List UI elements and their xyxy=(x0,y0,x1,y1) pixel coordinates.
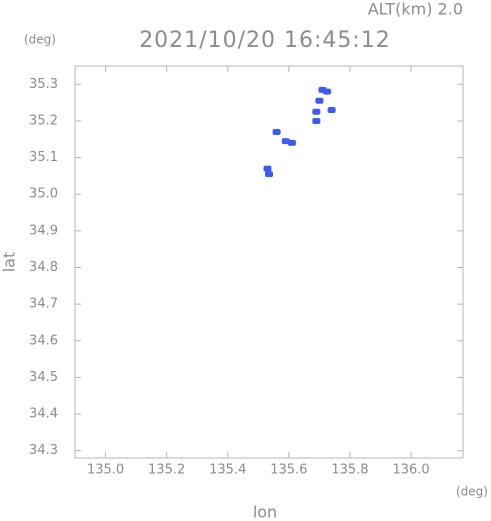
y-tick-label: 34.9 xyxy=(29,223,58,238)
echo-point xyxy=(312,117,321,124)
echo-point xyxy=(323,88,332,95)
x-unit: (deg) xyxy=(456,485,488,499)
y-tick-label: 35.0 xyxy=(29,187,58,202)
x-axis-label: lon xyxy=(253,503,277,521)
y-unit: (deg) xyxy=(24,33,56,47)
y-tick-label: 35.1 xyxy=(29,150,58,165)
x-tick-label: 135.4 xyxy=(209,463,246,478)
plot-frame xyxy=(74,65,464,459)
y-axis-label: lat xyxy=(0,252,19,273)
echo-point xyxy=(281,138,290,145)
altitude-label: ALT(km) 2.0 xyxy=(368,0,463,19)
echo-point xyxy=(265,171,273,178)
y-tick-label: 34.4 xyxy=(29,407,58,422)
x-tick-label: 135.6 xyxy=(270,463,307,478)
y-tick-label: 34.8 xyxy=(29,260,58,275)
echo-point xyxy=(287,139,296,146)
echo-point xyxy=(272,128,281,135)
x-tick-label: 135.2 xyxy=(148,463,185,478)
y-tick-label: 35.3 xyxy=(29,77,58,92)
y-tick-label: 34.5 xyxy=(29,370,58,385)
echo-point xyxy=(263,165,272,172)
echo-point xyxy=(312,108,321,115)
y-tick-label: 34.7 xyxy=(29,297,58,312)
echo-point xyxy=(327,106,336,113)
y-tick-label: 34.3 xyxy=(29,443,58,458)
x-tick-label: 136.0 xyxy=(392,463,429,478)
echo-point xyxy=(315,97,324,104)
x-tick-label: 135.0 xyxy=(87,463,124,478)
y-tick-label: 34.6 xyxy=(29,333,58,348)
chart-title: 2021/10/20 16:45:12 xyxy=(139,28,391,53)
y-tick-label: 35.2 xyxy=(29,113,58,128)
x-tick-label: 135.8 xyxy=(331,463,368,478)
